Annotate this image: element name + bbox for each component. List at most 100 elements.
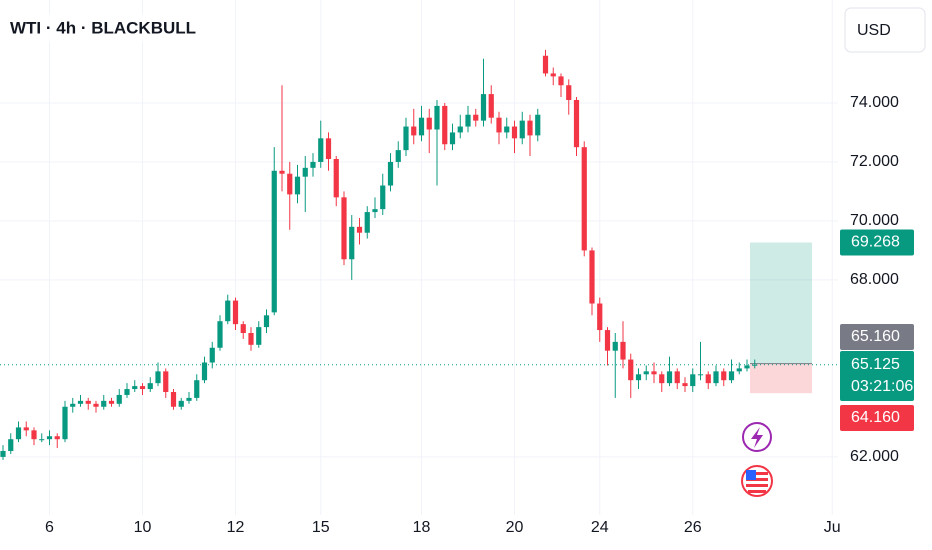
candle-body — [690, 374, 696, 387]
candle-body — [101, 400, 107, 407]
candle-body — [426, 117, 432, 130]
candle-body — [465, 114, 471, 127]
y-tick-label: 70.000 — [850, 212, 899, 229]
candle-body — [349, 226, 355, 260]
candle-body — [132, 386, 138, 390]
candle-body — [209, 347, 215, 363]
candle-body — [457, 126, 463, 133]
x-tick-label: 26 — [684, 519, 702, 536]
candle-body — [752, 364, 758, 366]
candle-body — [496, 117, 502, 133]
candle-body — [0, 450, 6, 457]
currency-label[interactable]: USD — [857, 22, 891, 39]
candle-body — [124, 389, 130, 395]
x-tick-label: Ju — [824, 519, 841, 536]
candle-body — [263, 315, 270, 328]
candle-body — [387, 161, 394, 186]
candle-body — [155, 371, 161, 384]
currency-button[interactable] — [844, 7, 926, 53]
x-tick-label: 12 — [227, 519, 245, 536]
candle-body — [597, 303, 603, 331]
chart-title: WTI · 4h · BLACKBULL — [10, 18, 196, 37]
y-tick-label: 68.000 — [850, 271, 899, 288]
candle-body — [333, 158, 339, 198]
entry-label-bg — [840, 324, 914, 350]
candle-body — [46, 436, 53, 440]
candle-body — [659, 374, 665, 384]
x-tick-label: 6 — [45, 519, 54, 536]
flag-icon — [741, 465, 773, 497]
candle-body — [504, 126, 510, 133]
candle-body — [411, 126, 417, 136]
candle-body — [651, 371, 657, 375]
candle-body — [628, 359, 634, 381]
candle-body — [380, 185, 386, 210]
y-tick-label: 72.000 — [850, 153, 899, 170]
candle-body — [77, 400, 84, 404]
candle-body — [186, 397, 192, 401]
y-tick-label: 62.000 — [850, 448, 899, 465]
candle-body — [116, 394, 122, 404]
candle-body — [612, 341, 618, 351]
candle-body — [302, 167, 308, 177]
candle-body — [527, 120, 533, 136]
axis-panel — [838, 0, 932, 550]
candle-body — [488, 94, 494, 118]
candle-body — [217, 321, 223, 348]
candle-body — [372, 209, 378, 213]
candle-body — [744, 365, 750, 369]
candle-body — [271, 170, 277, 313]
price-axis: 62.000 68.000 70.000 72.000 74.000 69.268 65.1… — [838, 0, 932, 550]
candle-body — [364, 212, 370, 233]
candle-body — [287, 173, 293, 195]
candle-body — [573, 99, 580, 148]
candle-body — [39, 439, 45, 441]
x-tick-label: 24 — [591, 519, 609, 536]
candle-body — [535, 114, 541, 136]
candle-body — [178, 400, 184, 407]
candle-body — [736, 368, 742, 372]
candle-body — [713, 371, 719, 384]
candle-body — [682, 383, 688, 387]
candle-body — [635, 374, 642, 381]
candle-body — [395, 150, 401, 162]
x-tick-label: 18 — [413, 519, 431, 536]
candle-body — [511, 126, 518, 139]
candle-body — [721, 371, 727, 381]
last-price-label-bg — [840, 351, 914, 401]
target-label: 69.268 — [851, 234, 900, 251]
title-bg — [4, 14, 174, 42]
position-target — [750, 242, 812, 364]
target-label-bg — [840, 229, 914, 256]
candle-body — [542, 55, 549, 74]
stop-label: 64.160 — [851, 409, 900, 426]
x-tick-label: 15 — [312, 519, 330, 536]
candle-body — [139, 386, 146, 390]
candle-body — [666, 371, 673, 384]
candle-body — [728, 371, 735, 381]
candle-body — [356, 226, 363, 233]
candle-body — [23, 427, 29, 431]
y-tick-label: 74.000 — [850, 94, 899, 111]
candle-body — [54, 436, 60, 440]
candle-body — [225, 300, 231, 322]
candle-body — [403, 126, 409, 151]
candle-body — [589, 250, 595, 304]
last-price-label: 65.125 — [851, 356, 900, 373]
candle-body — [519, 120, 525, 139]
candle-body — [643, 371, 649, 375]
candle-body — [170, 392, 177, 407]
candle-body — [93, 403, 99, 407]
candle-body — [108, 400, 115, 404]
position-stop — [750, 363, 812, 394]
candle-body — [85, 400, 91, 404]
candle-body — [279, 170, 285, 174]
x-tick-label: 10 — [134, 519, 152, 536]
candle-body — [341, 197, 347, 260]
candle-body — [473, 114, 479, 121]
candle-body — [705, 374, 711, 384]
candle-body — [604, 330, 611, 351]
candle-body — [294, 176, 301, 195]
